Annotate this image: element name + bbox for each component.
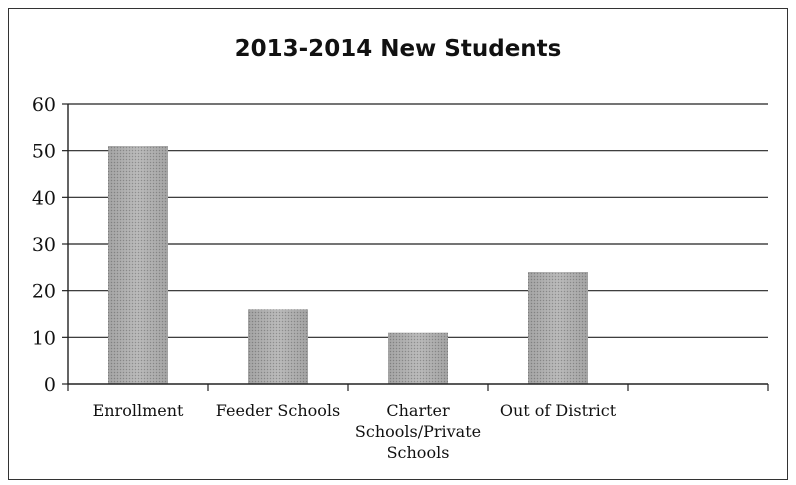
- x-category-label: Charter Schools/Private Schools: [355, 401, 481, 462]
- bar-shading: [108, 146, 168, 384]
- x-category-label-line: Out of District: [500, 401, 617, 420]
- y-tick-label: 50: [32, 141, 56, 163]
- bar-shading: [248, 309, 308, 384]
- x-category-label-line: Schools: [387, 443, 450, 462]
- x-category-label: Enrollment: [93, 401, 184, 420]
- y-tick-label: 60: [32, 94, 56, 116]
- y-tick-label: 20: [32, 281, 56, 303]
- x-category-label: Out of District: [500, 401, 617, 420]
- bar-shading: [388, 332, 448, 384]
- bar-shading: [528, 272, 588, 384]
- x-category-label-line: Enrollment: [93, 401, 184, 420]
- y-tick-label: 0: [44, 374, 56, 396]
- x-category-label-line: Feeder Schools: [216, 401, 340, 420]
- chart-title: 2013-2014 New Students: [234, 36, 562, 62]
- x-category-label-line: Schools/Private: [355, 422, 481, 441]
- y-tick-label: 30: [32, 234, 56, 256]
- x-category-label-line: Charter: [386, 401, 450, 420]
- y-tick-label: 40: [32, 187, 56, 209]
- y-tick-label: 10: [32, 327, 56, 349]
- x-category-label: Feeder Schools: [216, 401, 340, 420]
